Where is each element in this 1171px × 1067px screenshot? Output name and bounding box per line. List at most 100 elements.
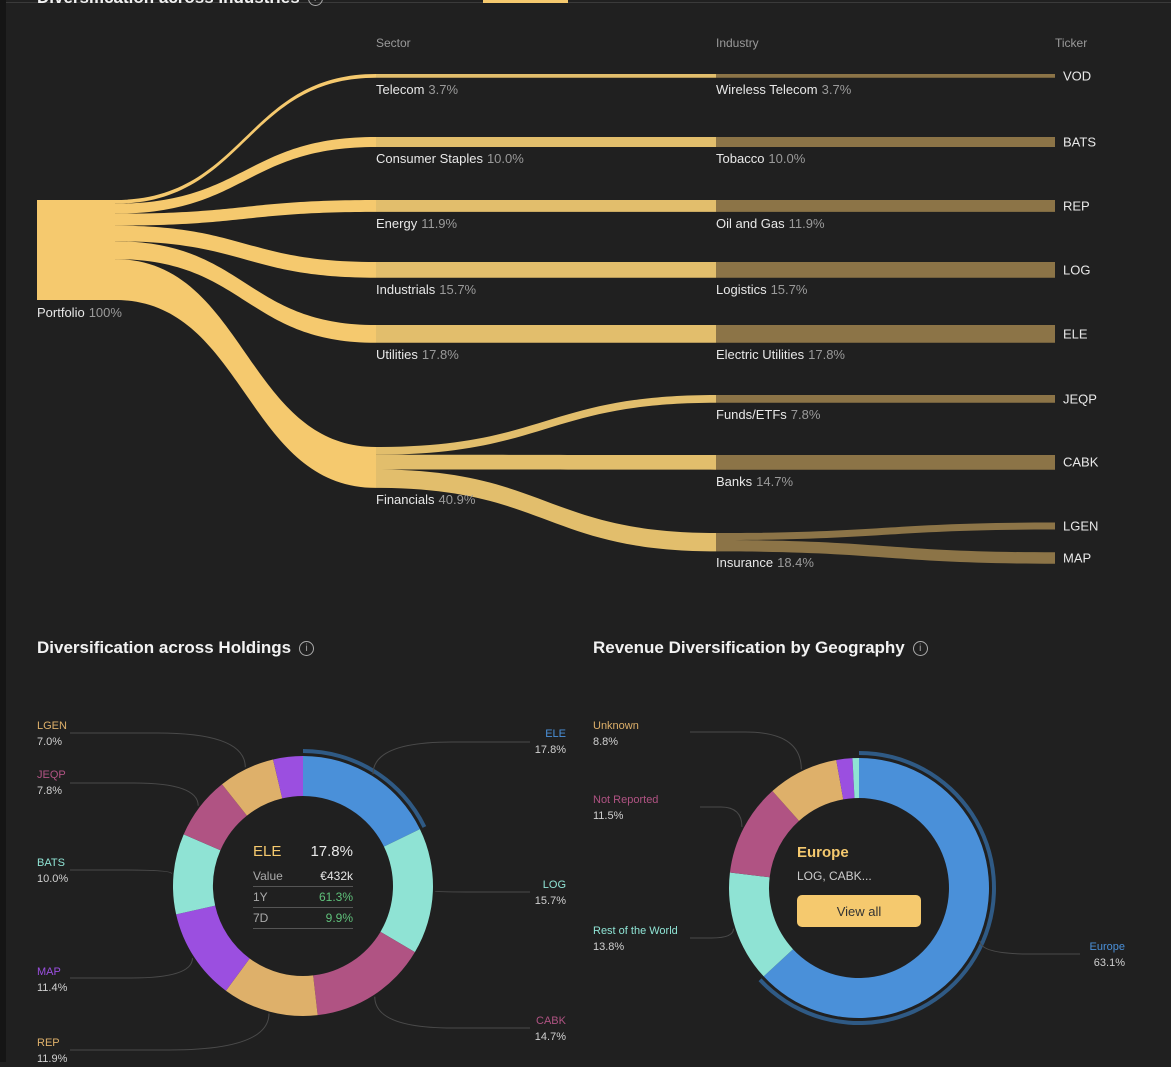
- label-name: LOG: [542, 879, 566, 891]
- label-pct: 7.0%: [37, 736, 63, 748]
- holding-label: MAP 11.4%: [37, 964, 67, 996]
- industries-title-text: Diversification across Industries: [37, 0, 300, 8]
- row-label: Value: [253, 869, 283, 883]
- label-name: Not Reported: [593, 794, 659, 806]
- row-value: 61.3%: [318, 890, 353, 904]
- holding-slice-lgen[interactable]: [222, 759, 283, 816]
- holding-slice-log[interactable]: [380, 829, 433, 953]
- detail-tickers: LOG, CABK...: [797, 869, 872, 883]
- label-pct: 13.8%: [593, 941, 625, 953]
- node-label-portfolio: Portfolio 100%: [37, 305, 122, 320]
- holding-slice-rep[interactable]: [225, 958, 318, 1017]
- label-pct: 11.9%: [37, 1053, 68, 1065]
- node-portfolio[interactable]: [37, 200, 115, 300]
- label-pct: 10.0%: [37, 873, 69, 885]
- region-slice-europe[interactable]: [763, 758, 989, 1018]
- geography-title-text: Revenue Diversification by Geography: [593, 638, 905, 657]
- info-icon[interactable]: i: [912, 640, 928, 656]
- active-tab-indicator[interactable]: [483, 0, 568, 3]
- industry-label: Logistics 15.7%: [716, 281, 808, 297]
- holding-label: LGEN 7.0%: [37, 718, 67, 750]
- holding-slice-jeqp[interactable]: [183, 784, 247, 851]
- link-industry-ticker[interactable]: [716, 200, 1055, 212]
- sector-label: Consumer Staples 10.0%: [376, 151, 524, 166]
- label-name: BATS: [37, 857, 65, 869]
- ticker-label: LOG: [1063, 262, 1091, 278]
- leader-line: [374, 996, 530, 1029]
- link-industry-ticker[interactable]: [716, 455, 1055, 470]
- region-label: Unknown 8.8%: [593, 718, 639, 750]
- industry-label: Oil and Gas 11.9%: [716, 215, 825, 231]
- sector-label: Telecom 3.7%: [376, 81, 459, 97]
- leader-line: [70, 958, 193, 979]
- sankey-chart: [37, 74, 1055, 564]
- column-header-industry: Industry: [716, 36, 759, 50]
- link-portfolio-utilities[interactable]: [115, 241, 376, 343]
- region-slice-not-reported[interactable]: [729, 791, 800, 878]
- region-label: Europe 63.1%: [1090, 939, 1125, 971]
- holding-slice-other[interactable]: [273, 756, 303, 799]
- left-edge: [0, 0, 6, 1062]
- link-sector-industry[interactable]: [376, 469, 716, 552]
- leader-line: [70, 782, 199, 806]
- industry-label: Insurance 18.4%: [716, 555, 814, 571]
- link-industry-ticker[interactable]: [716, 522, 1055, 541]
- link-portfolio-industrials[interactable]: [115, 225, 376, 278]
- link-portfolio-consumer-staples[interactable]: [115, 137, 376, 214]
- holding-slice-cabk[interactable]: [313, 931, 415, 1016]
- sector-label: Industrials 15.7%: [376, 281, 477, 297]
- label-name: ELE: [545, 728, 566, 740]
- region-slice-other[interactable]: [852, 758, 859, 799]
- link-sector-industry[interactable]: [376, 262, 716, 278]
- row-label: 1Y: [253, 890, 268, 904]
- link-portfolio-telecom[interactable]: [115, 74, 376, 204]
- link-sector-industry[interactable]: [376, 325, 716, 343]
- label-pct: 63.1%: [1093, 957, 1125, 969]
- leader-line: [70, 732, 246, 768]
- holding-detail: ELE 17.8% Value €432k 1Y 61.3% 7D 9.9%: [253, 843, 353, 929]
- holding-slice-ele[interactable]: [303, 756, 420, 847]
- link-portfolio-financials[interactable]: [115, 259, 376, 488]
- holdings-title: Diversification across Holdings i: [37, 638, 315, 658]
- link-industry-ticker[interactable]: [716, 540, 1055, 564]
- label-name: JEQP: [37, 769, 66, 781]
- detail-row-value: Value €432k: [253, 866, 353, 887]
- link-industry-ticker[interactable]: [716, 137, 1055, 147]
- region-slice-unknown[interactable]: [772, 760, 844, 821]
- holdings-title-text: Diversification across Holdings: [37, 638, 292, 657]
- label-name: Unknown: [593, 720, 639, 732]
- link-sector-industry[interactable]: [376, 74, 716, 78]
- industry-label: Tobacco 10.0%: [716, 151, 806, 166]
- link-sector-industry[interactable]: [376, 200, 716, 212]
- ticker-label: MAP: [1063, 550, 1092, 566]
- link-industry-ticker[interactable]: [716, 325, 1055, 343]
- sector-label: Energy 11.9%: [376, 215, 458, 231]
- link-sector-industry[interactable]: [376, 395, 716, 455]
- region-slice-other[interactable]: [836, 758, 855, 800]
- holding-label: REP 11.9%: [37, 1035, 67, 1067]
- holding-slice-bats[interactable]: [173, 834, 221, 915]
- holding-slice-map[interactable]: [176, 905, 250, 991]
- info-icon[interactable]: i: [299, 640, 315, 656]
- region-slice-rest-of-the-world[interactable]: [729, 872, 794, 977]
- label-name: CABK: [536, 1015, 566, 1027]
- detail-region: Europe: [797, 844, 849, 861]
- industry-label: Wireless Telecom 3.7%: [716, 81, 852, 97]
- leader-line: [979, 940, 1080, 955]
- label-name: Rest of the World: [593, 925, 678, 937]
- link-industry-ticker[interactable]: [716, 74, 1055, 78]
- view-all-button[interactable]: View all: [797, 895, 921, 927]
- detail-row-7d: 7D 9.9%: [253, 908, 353, 929]
- link-portfolio-energy[interactable]: [115, 200, 376, 226]
- link-industry-ticker[interactable]: [716, 262, 1055, 278]
- leader-line: [70, 869, 173, 875]
- link-sector-industry[interactable]: [376, 454, 716, 470]
- link-sector-industry[interactable]: [376, 137, 716, 147]
- link-industry-ticker[interactable]: [716, 395, 1055, 403]
- label-name: Europe: [1089, 941, 1125, 953]
- label-name: REP: [37, 1037, 60, 1049]
- sector-label: Utilities 17.8%: [376, 346, 459, 362]
- leader-line: [434, 890, 530, 893]
- ticker-label: VOD: [1063, 68, 1092, 84]
